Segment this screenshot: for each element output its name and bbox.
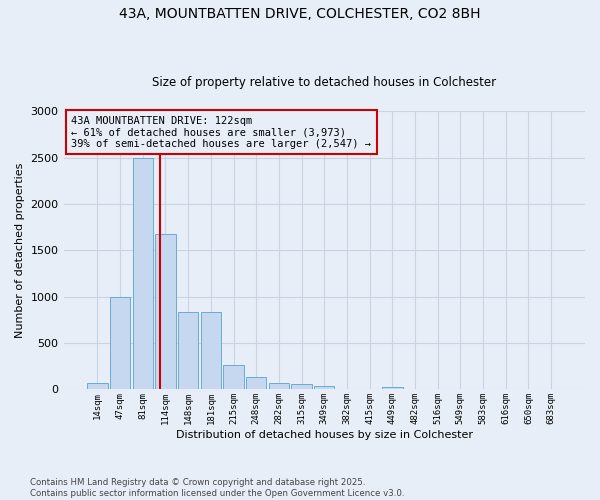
Bar: [292, 384, 312, 390]
Text: 43A, MOUNTBATTEN DRIVE, COLCHESTER, CO2 8BH: 43A, MOUNTBATTEN DRIVE, COLCHESTER, CO2 …: [119, 8, 481, 22]
Bar: [87, 383, 107, 390]
Bar: [133, 158, 153, 390]
Bar: [223, 366, 244, 390]
Bar: [246, 378, 266, 390]
Bar: [382, 386, 403, 390]
Bar: [155, 234, 176, 390]
Y-axis label: Number of detached properties: Number of detached properties: [15, 163, 25, 338]
Bar: [314, 386, 334, 390]
Bar: [269, 383, 289, 390]
Bar: [178, 312, 199, 390]
Text: 43A MOUNTBATTEN DRIVE: 122sqm
← 61% of detached houses are smaller (3,973)
39% o: 43A MOUNTBATTEN DRIVE: 122sqm ← 61% of d…: [71, 116, 371, 149]
Bar: [110, 297, 130, 390]
Bar: [200, 312, 221, 390]
Title: Size of property relative to detached houses in Colchester: Size of property relative to detached ho…: [152, 76, 496, 90]
X-axis label: Distribution of detached houses by size in Colchester: Distribution of detached houses by size …: [176, 430, 473, 440]
Text: Contains HM Land Registry data © Crown copyright and database right 2025.
Contai: Contains HM Land Registry data © Crown c…: [30, 478, 404, 498]
